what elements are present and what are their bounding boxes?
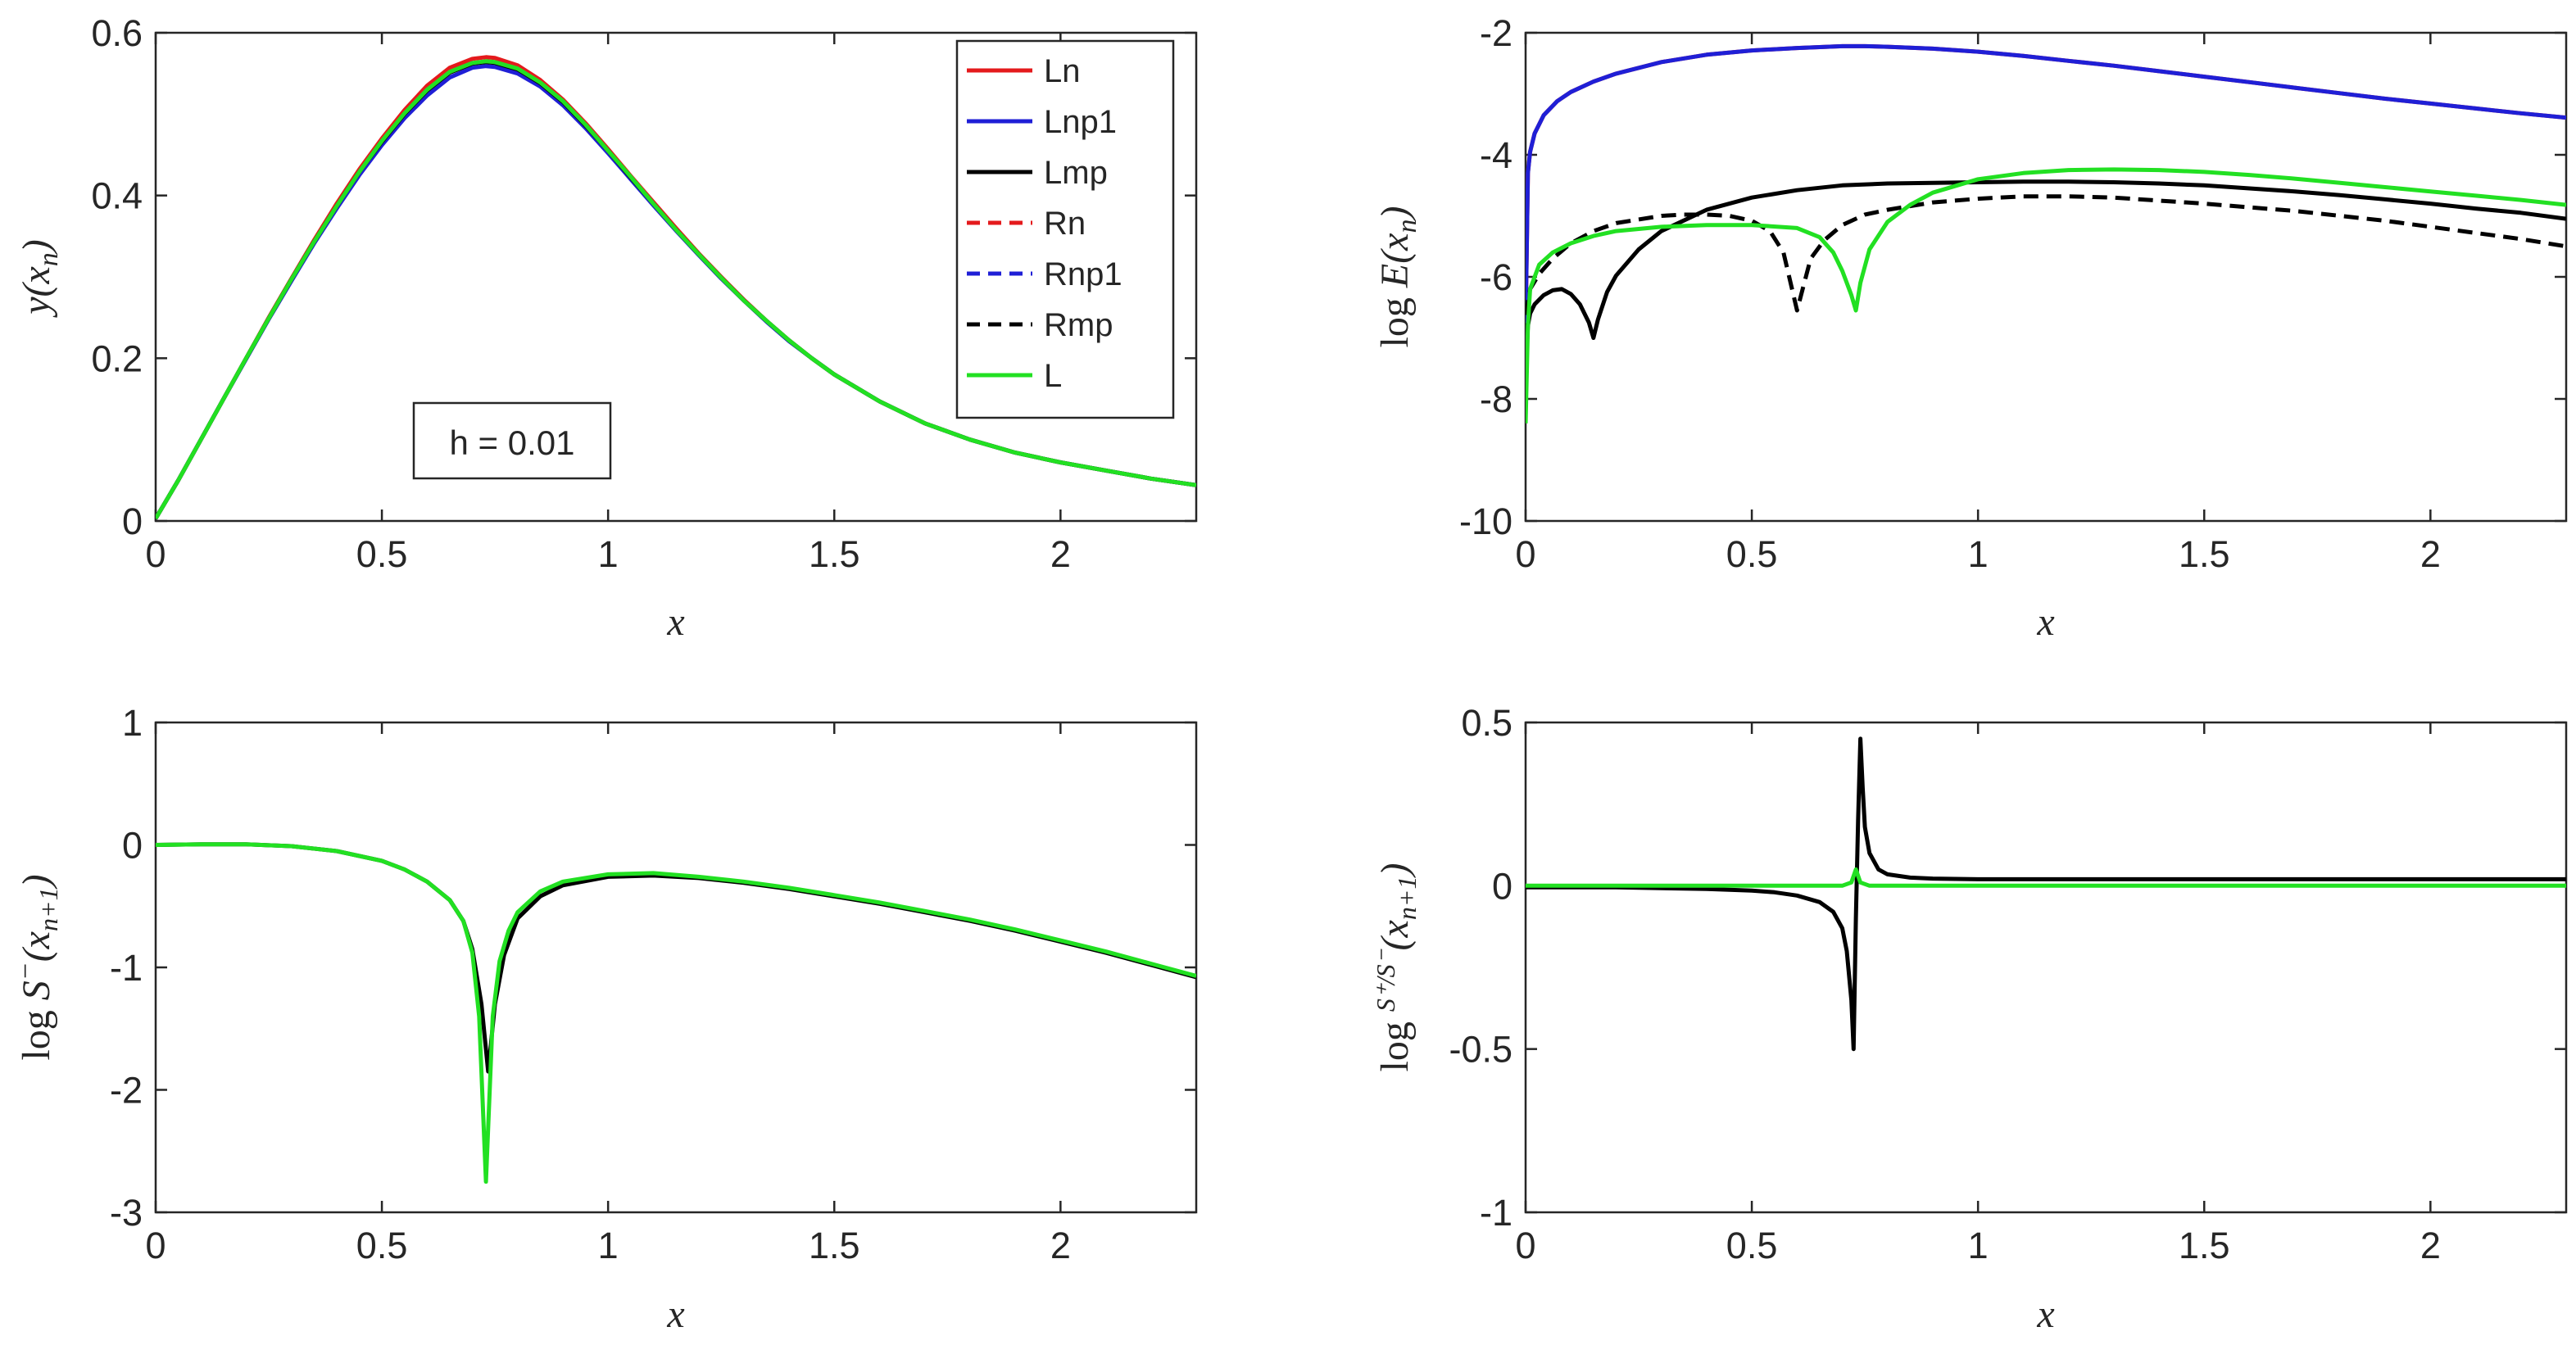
y-axis-label: y(xn) <box>15 239 64 319</box>
panel-bottom-left: 0 0.5 1 1.5 2 -3 -2 -1 0 1 x log S−(xn+1) <box>11 702 1198 1336</box>
x-tick-labels: 0 0.5 1 1.5 2 <box>1515 1225 2440 1266</box>
series-lnp1-line <box>1526 43 2566 326</box>
x-tick-label: 1 <box>598 533 619 575</box>
y-tick-label: -2 <box>1480 12 1512 54</box>
legend: Ln Lnp1 Lmp Rn Rnp1 Rmp L <box>955 39 1175 419</box>
y-tick-label: 0.2 <box>91 337 143 379</box>
x-tick-label: 1 <box>1968 533 1989 575</box>
y-tick-label: -4 <box>1480 134 1512 176</box>
x-tick-label: 1.5 <box>2179 1225 2230 1266</box>
series-layer <box>1526 736 2566 1052</box>
plot-area <box>154 721 1198 1214</box>
panel-top-right: 0 0.5 1 1.5 2 -10 -8 -6 -4 -2 x log E(xn) <box>1373 12 2568 644</box>
legend-entries: Ln Lnp1 Lmp Rn Rnp1 Rmp L <box>967 53 1122 394</box>
x-tick-label: 2 <box>2420 533 2441 575</box>
series-l-line <box>156 842 1196 1184</box>
y-axis-label: log S−(xn+1) <box>11 874 63 1060</box>
y-tick-labels: -3 -2 -1 0 1 <box>110 702 143 1234</box>
legend-label-rn: Rn <box>1044 206 1086 242</box>
y-tick-label: -3 <box>110 1192 143 1234</box>
y-tick-label: 0 <box>122 825 143 867</box>
legend-label-lnp1: Lnp1 <box>1044 104 1117 140</box>
tick-marks <box>154 31 1196 523</box>
y-tick-labels: 0 0.2 0.4 0.6 <box>91 12 143 542</box>
y-tick-label: -10 <box>1459 500 1512 542</box>
y-tick-label: -0.5 <box>1449 1029 1512 1071</box>
y-tick-label: -2 <box>110 1070 143 1112</box>
x-tick-label: 0 <box>145 1225 166 1266</box>
annotation-text: h = 0.01 <box>450 423 575 462</box>
x-tick-labels: 0 0.5 1 1.5 2 <box>1515 533 2440 575</box>
y-tick-label: -1 <box>1480 1192 1512 1234</box>
x-tick-label: 1.5 <box>809 1225 860 1266</box>
series-lmp-line <box>1526 736 2566 1052</box>
y-tick-labels: -10 -8 -6 -4 -2 <box>1459 12 1512 542</box>
y-tick-label: 0 <box>1492 865 1512 907</box>
y-tick-label: -8 <box>1480 378 1512 420</box>
legend-label-rnp1: Rnp1 <box>1044 256 1122 292</box>
tick-marks <box>1524 31 2566 523</box>
series-rmp-line <box>1526 194 2566 338</box>
x-tick-label: 0 <box>1515 533 1535 575</box>
x-tick-label: 2 <box>2420 1225 2441 1266</box>
x-tick-label: 0 <box>1515 1225 1535 1266</box>
x-tick-label: 1.5 <box>2179 533 2230 575</box>
x-tick-label: 0 <box>145 533 166 575</box>
y-tick-label: -1 <box>110 947 143 989</box>
x-axis-label: x <box>2036 1293 2054 1336</box>
plot-area <box>1524 721 2568 1214</box>
y-tick-labels: -1 -0.5 0 0.5 <box>1449 702 1512 1234</box>
series-l-line <box>1526 867 2566 888</box>
x-tick-label: 0.5 <box>1726 533 1778 575</box>
y-axis-label: log E(xn) <box>1373 206 1422 348</box>
x-axis-label: x <box>2036 600 2054 644</box>
y-tick-label: 0 <box>122 500 143 542</box>
y-tick-label: 0.5 <box>1461 702 1512 744</box>
x-axis-label: x <box>666 600 684 644</box>
x-tick-label: 0.5 <box>356 1225 408 1266</box>
x-tick-label: 0.5 <box>1726 1225 1778 1266</box>
legend-label-ln: Ln <box>1044 53 1081 89</box>
y-tick-label: -6 <box>1480 256 1512 298</box>
x-tick-label: 0.5 <box>356 533 408 575</box>
legend-label-lmp: Lmp <box>1044 155 1108 191</box>
y-tick-label: 0.6 <box>91 12 143 54</box>
x-tick-label: 1.5 <box>809 533 860 575</box>
y-axis-label: log S⁺/S⁻(xn+1) <box>1371 863 1422 1072</box>
annotation-box <box>412 401 612 480</box>
series-l-line <box>156 59 1196 520</box>
legend-box <box>955 39 1175 419</box>
panel-top-left: 0 0.5 1 1.5 2 0 0.2 0.4 0.6 x y(xn) h = 0.01 Ln… <box>15 12 1198 644</box>
legend-label-rmp: Rmp <box>1044 307 1113 343</box>
y-tick-label: 1 <box>122 702 143 744</box>
series-layer <box>156 55 1196 520</box>
x-tick-label: 2 <box>1050 1225 1071 1266</box>
panel-bottom-right: 0 0.5 1 1.5 2 -1 -0.5 0 0.5 x log S⁺/S⁻(xn+1) <box>1371 702 2568 1336</box>
x-tick-label: 1 <box>598 1225 619 1266</box>
series-layer <box>156 842 1196 1184</box>
x-tick-labels: 0 0.5 1 1.5 2 <box>145 533 1070 575</box>
x-tick-labels: 0 0.5 1 1.5 2 <box>145 1225 1070 1266</box>
legend-label-l: L <box>1044 358 1062 394</box>
x-axis-label: x <box>666 1293 684 1336</box>
plot-area <box>1524 31 2568 523</box>
series-l-line <box>1526 167 2566 423</box>
series-layer <box>1526 43 2566 423</box>
x-tick-label: 1 <box>1968 1225 1989 1266</box>
y-tick-label: 0.4 <box>91 175 143 217</box>
x-tick-label: 2 <box>1050 533 1071 575</box>
series-lmp-line <box>1526 179 2566 375</box>
